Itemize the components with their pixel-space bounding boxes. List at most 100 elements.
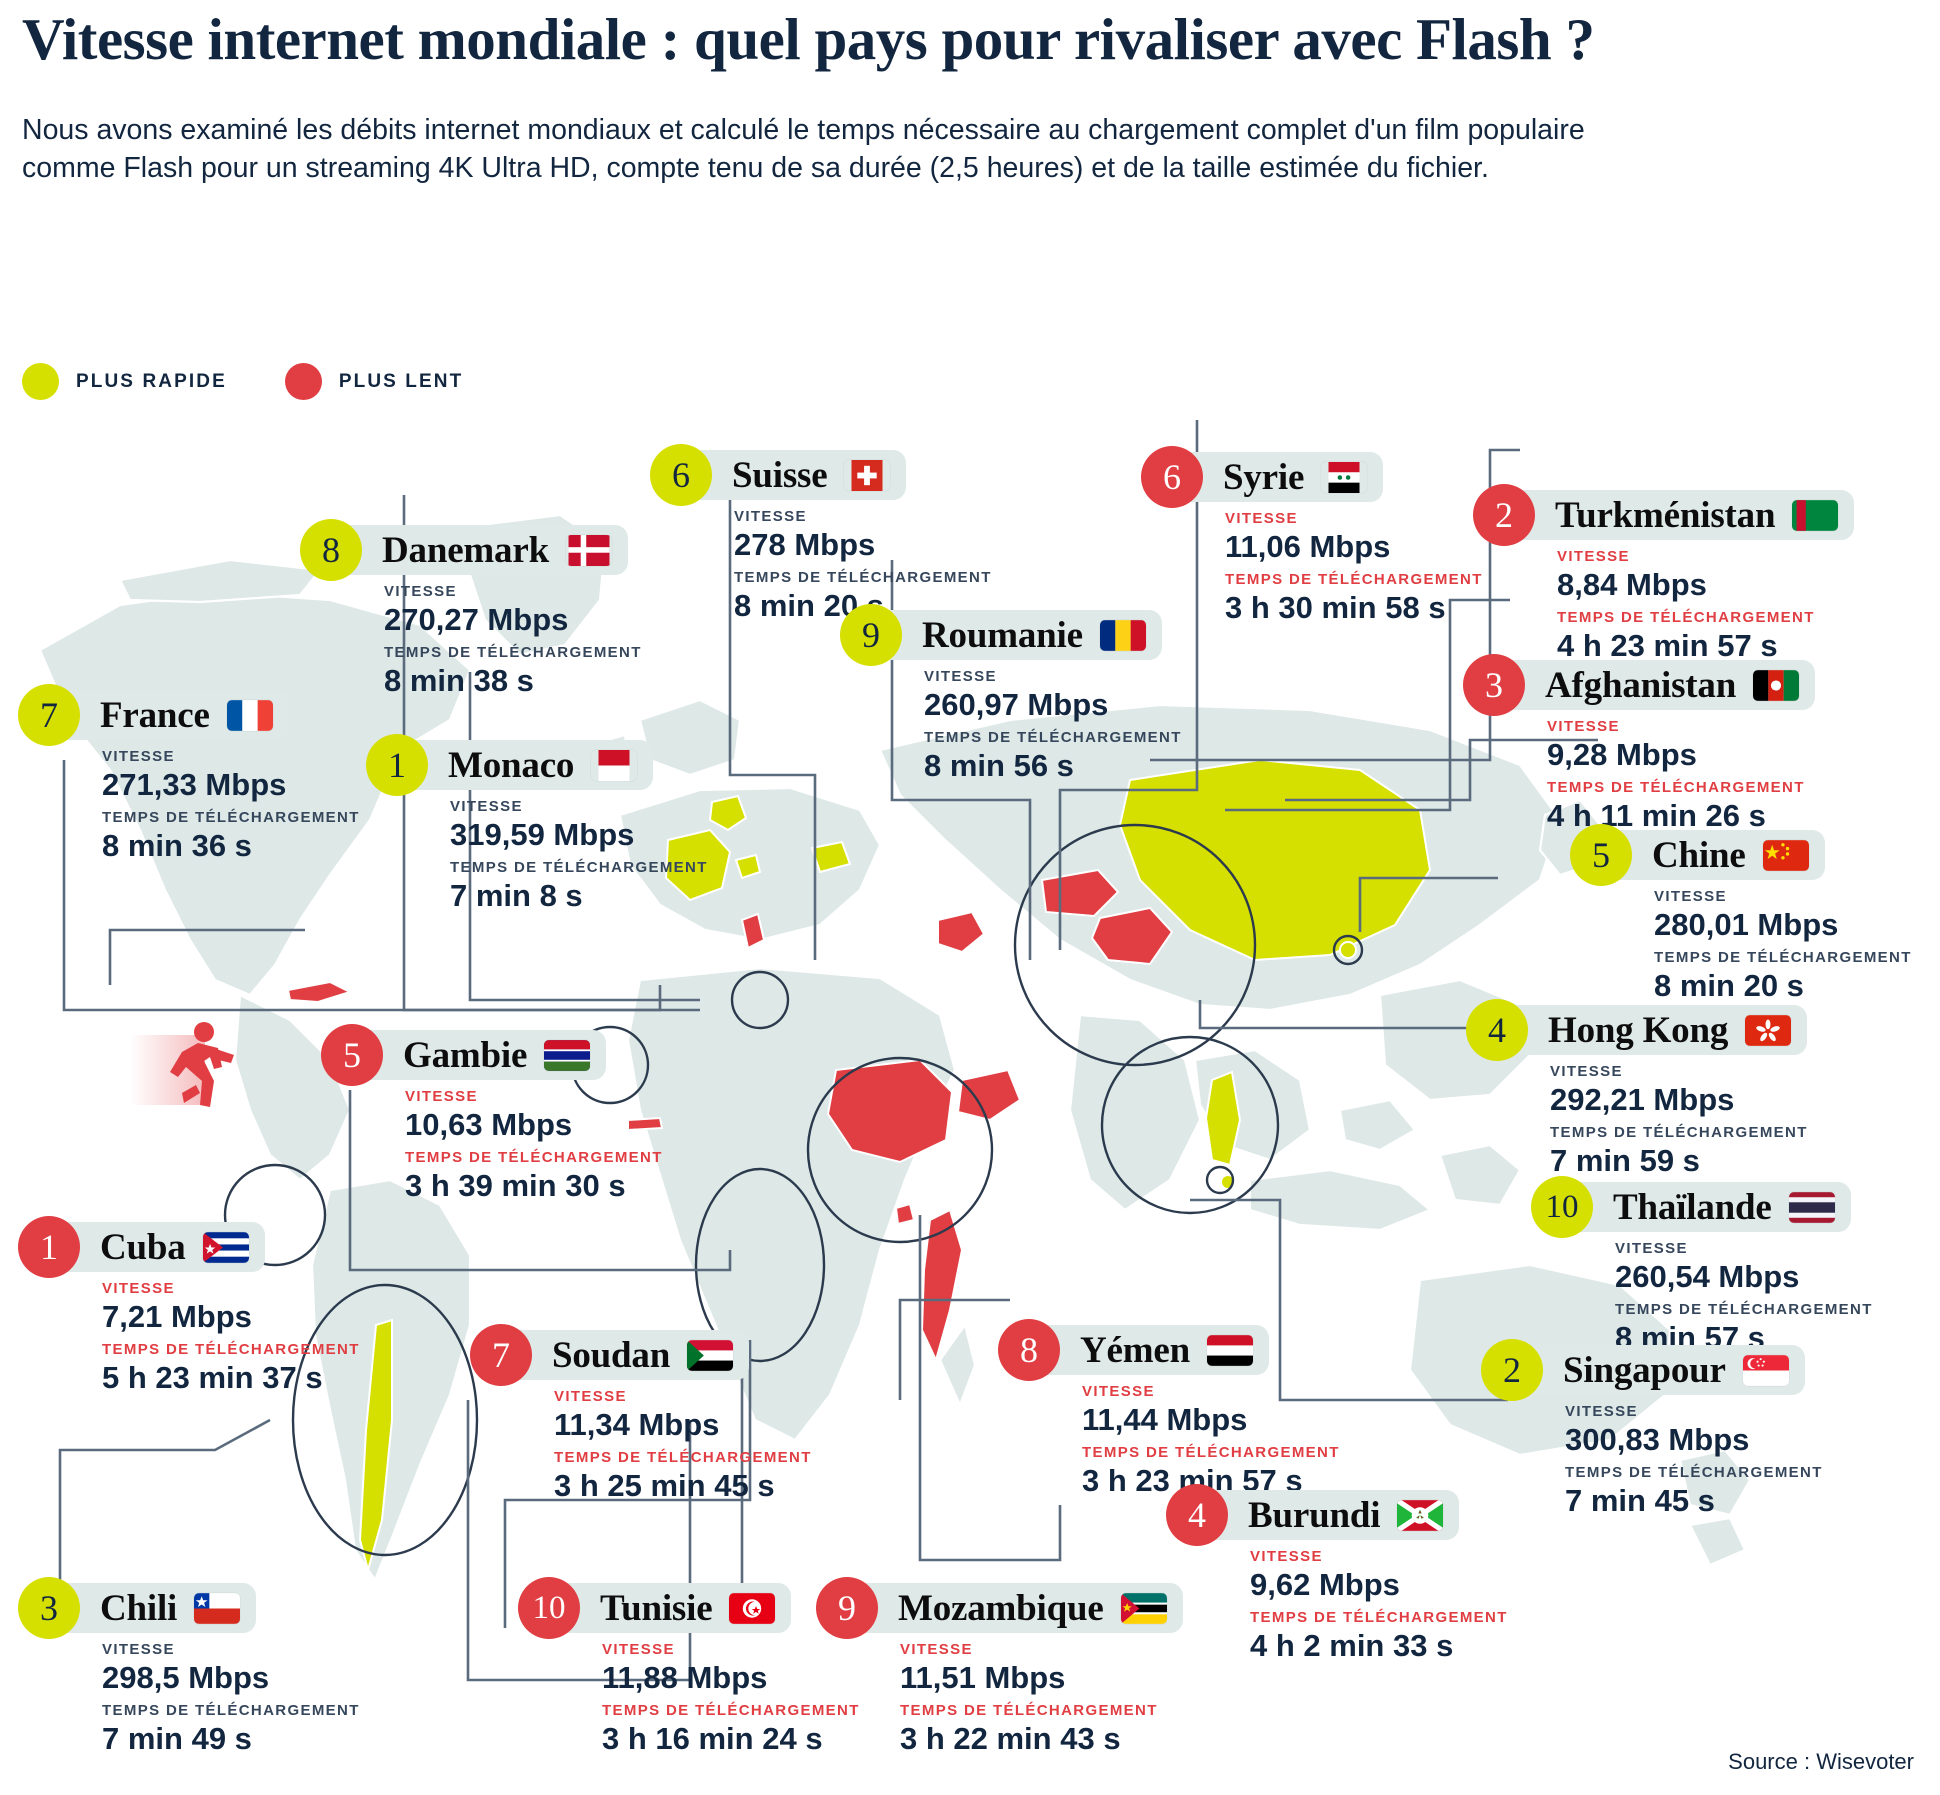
card-chine[interactable]: 5 Chine VITESSE 280,01 Mbps TEMPS DE TÉL…	[1570, 824, 1912, 1004]
card-header-danemark[interactable]: 8 Danemark	[300, 519, 628, 581]
card-header-singapour[interactable]: 2 Singapour	[1481, 1339, 1805, 1401]
country-name-chili: Chili	[100, 1587, 178, 1629]
card-header-thailande[interactable]: 10 Thaïlande	[1531, 1176, 1851, 1238]
download-label-suisse: TEMPS DE TÉLÉCHARGEMENT	[734, 569, 992, 587]
download-value-monaco: 7 min 8 s	[450, 877, 583, 913]
rank-badge-roumanie: 9	[840, 604, 902, 666]
speed-label-singapour: VITESSE	[1565, 1403, 1638, 1420]
country-name-roumanie: Roumanie	[922, 614, 1083, 656]
legend-item-slowest: PLUS LENT	[284, 363, 463, 400]
country-name-turkmenistan: Turkménistan	[1555, 494, 1776, 536]
card-body-roumanie: VITESSE 260,97 Mbps TEMPS DE TÉLÉCHARGEM…	[924, 668, 1182, 784]
rank-badge-suisse: 6	[650, 444, 712, 506]
speed-value-france: 271,33 Mbps	[102, 766, 287, 802]
card-header-roumanie[interactable]: 9 Roumanie	[840, 604, 1162, 666]
card-header-yemen[interactable]: 8 Yémen	[998, 1319, 1269, 1381]
card-soudan[interactable]: 7 Soudan VITESSE 11,34 Mbps TEMPS DE TÉL…	[470, 1324, 812, 1504]
card-header-burundi[interactable]: 4 Burundi	[1166, 1484, 1460, 1546]
download-label-hongkong: TEMPS DE TÉLÉCHARGEMENT	[1550, 1124, 1808, 1142]
card-header-syrie[interactable]: 6 Syrie	[1141, 446, 1384, 508]
download-value-tunisie: 3 h 16 min 24 s	[602, 1720, 823, 1756]
country-name-singapour: Singapour	[1563, 1349, 1726, 1391]
speed-label-france: VITESSE	[102, 748, 175, 765]
card-header-hongkong[interactable]: 4 Hong Kong	[1466, 999, 1808, 1061]
card-singapour[interactable]: 2 Singapour VITESSE 300,83 Mbps TEMPS DE…	[1481, 1339, 1823, 1519]
card-header-cuba[interactable]: 1 Cuba	[18, 1216, 265, 1278]
card-chili[interactable]: 3 Chili VITESSE 298,5 Mbps TEMPS DE TÉLÉ…	[18, 1577, 360, 1757]
card-roumanie[interactable]: 9 Roumanie VITESSE 260,97 Mbps TEMPS DE …	[840, 604, 1182, 784]
card-thailande[interactable]: 10 Thaïlande VITESSE 260,54 Mbps TEMPS D…	[1531, 1176, 1873, 1356]
card-header-tunisie[interactable]: 10 Tunisie	[518, 1577, 792, 1639]
speed-label-chili: VITESSE	[102, 1641, 175, 1658]
rank-badge-hongkong: 4	[1466, 999, 1528, 1061]
card-header-mozambique[interactable]: 9 Mozambique	[816, 1577, 1183, 1639]
card-header-chine[interactable]: 5 Chine	[1570, 824, 1825, 886]
speed-label-monaco: VITESSE	[450, 798, 523, 815]
page-subtitle: Nous avons examiné les débits internet m…	[22, 114, 1585, 185]
card-france[interactable]: 7 France VITESSE 271,33 Mbps TEMPS DE TÉ…	[18, 684, 360, 864]
card-gambie[interactable]: 5 Gambie VITESSE 10,63 Mbps TEMPS DE TÉL…	[321, 1024, 663, 1204]
card-cuba[interactable]: 1 Cuba VITESSE 7,21 Mbps TEMPS DE TÉLÉCH…	[18, 1216, 360, 1396]
card-header-soudan[interactable]: 7 Soudan	[470, 1324, 750, 1386]
speed-value-syrie: 11,06 Mbps	[1225, 528, 1391, 564]
card-body-gambie: VITESSE 10,63 Mbps TEMPS DE TÉLÉCHARGEME…	[405, 1088, 663, 1204]
flag-chine-icon	[1762, 839, 1809, 871]
download-label-afghanistan: TEMPS DE TÉLÉCHARGEMENT	[1547, 779, 1805, 797]
download-label-singapour: TEMPS DE TÉLÉCHARGEMENT	[1565, 1464, 1823, 1482]
card-tunisie[interactable]: 10 Tunisie VITESSE 11,88 Mbps TEMPS DE T…	[518, 1577, 860, 1757]
flag-suisse-icon	[844, 459, 890, 491]
card-header-suisse[interactable]: 6 Suisse	[650, 444, 907, 506]
speed-value-suisse: 278 Mbps	[734, 526, 876, 562]
country-name-chine: Chine	[1652, 834, 1746, 876]
flag-afghanistan-icon	[1753, 669, 1800, 701]
speed-label-chine: VITESSE	[1654, 888, 1727, 905]
card-monaco[interactable]: 1 Monaco VITESSE 319,59 Mbps TEMPS DE TÉ…	[366, 734, 708, 914]
card-afghanistan[interactable]: 3 Afghanistan VITESSE 9,28 Mbps TEMPS DE…	[1463, 654, 1816, 834]
card-body-hongkong: VITESSE 292,21 Mbps TEMPS DE TÉLÉCHARGEM…	[1550, 1063, 1808, 1179]
download-value-danemark: 8 min 38 s	[384, 662, 534, 698]
card-suisse[interactable]: 6 Suisse VITESSE 278 Mbps TEMPS DE TÉLÉC…	[650, 444, 992, 624]
speed-value-danemark: 270,27 Mbps	[384, 601, 569, 637]
speed-label-tunisie: VITESSE	[602, 1641, 675, 1658]
card-header-gambie[interactable]: 5 Gambie	[321, 1024, 607, 1086]
country-name-thailande: Thaïlande	[1613, 1186, 1772, 1228]
speed-value-monaco: 319,59 Mbps	[450, 816, 635, 852]
country-name-soudan: Soudan	[552, 1334, 671, 1376]
card-yemen[interactable]: 8 Yémen VITESSE 11,44 Mbps TEMPS DE TÉLÉ…	[998, 1319, 1340, 1499]
country-name-gambie: Gambie	[403, 1034, 528, 1076]
download-label-monaco: TEMPS DE TÉLÉCHARGEMENT	[450, 859, 708, 877]
card-header-afghanistan[interactable]: 3 Afghanistan	[1463, 654, 1816, 716]
card-header-chili[interactable]: 3 Chili	[18, 1577, 257, 1639]
download-value-mozambique: 3 h 22 min 43 s	[900, 1720, 1121, 1756]
country-name-afghanistan: Afghanistan	[1545, 664, 1737, 706]
rank-badge-thailande: 10	[1531, 1176, 1593, 1238]
card-header-france[interactable]: 7 France	[18, 684, 289, 746]
card-body-monaco: VITESSE 319,59 Mbps TEMPS DE TÉLÉCHARGEM…	[450, 798, 708, 914]
speed-label-thailande: VITESSE	[1615, 1240, 1688, 1257]
card-body-suisse: VITESSE 278 Mbps TEMPS DE TÉLÉCHARGEMENT…	[734, 508, 992, 624]
card-body-burundi: VITESSE 9,62 Mbps TEMPS DE TÉLÉCHARGEMEN…	[1250, 1548, 1508, 1664]
speed-value-turkmenistan: 8,84 Mbps	[1557, 566, 1707, 602]
download-label-mozambique: TEMPS DE TÉLÉCHARGEMENT	[900, 1702, 1158, 1720]
speed-label-suisse: VITESSE	[734, 508, 807, 525]
speed-label-turkmenistan: VITESSE	[1557, 548, 1630, 565]
card-danemark[interactable]: 8 Danemark VITESSE 270,27 Mbps TEMPS DE …	[300, 519, 642, 699]
download-value-burundi: 4 h 2 min 33 s	[1250, 1627, 1454, 1663]
flag-chili-icon	[194, 1592, 241, 1624]
flag-singapour-icon	[1742, 1354, 1789, 1386]
source-credit: Source : Wisevoter	[1728, 1749, 1914, 1774]
card-turkmenistan[interactable]: 2 Turkménistan VITESSE 8,84 Mbps TEMPS D…	[1473, 484, 1855, 664]
card-burundi[interactable]: 4 Burundi VITESSE 9,62 Mbps TEMPS DE TÉL…	[1166, 1484, 1508, 1664]
card-hongkong[interactable]: 4 Hong Kong VITESSE 292,21 Mbps TEMPS DE…	[1466, 999, 1808, 1179]
speed-label-gambie: VITESSE	[405, 1088, 478, 1105]
card-syrie[interactable]: 6 Syrie VITESSE 11,06 Mbps TEMPS DE TÉLÉ…	[1141, 446, 1483, 626]
download-value-soudan: 3 h 25 min 45 s	[554, 1467, 775, 1503]
flag-tunisie-icon	[729, 1592, 776, 1624]
card-header-turkmenistan[interactable]: 2 Turkménistan	[1473, 484, 1855, 546]
card-header-monaco[interactable]: 1 Monaco	[366, 734, 654, 796]
rank-badge-turkmenistan: 2	[1473, 484, 1535, 546]
download-label-tunisie: TEMPS DE TÉLÉCHARGEMENT	[602, 1702, 860, 1720]
legend-dot-fast-icon	[22, 363, 59, 400]
card-mozambique[interactable]: 9 Mozambique VITESSE 11,51 Mbps TEMPS DE…	[816, 1577, 1183, 1757]
download-label-soudan: TEMPS DE TÉLÉCHARGEMENT	[554, 1449, 812, 1467]
